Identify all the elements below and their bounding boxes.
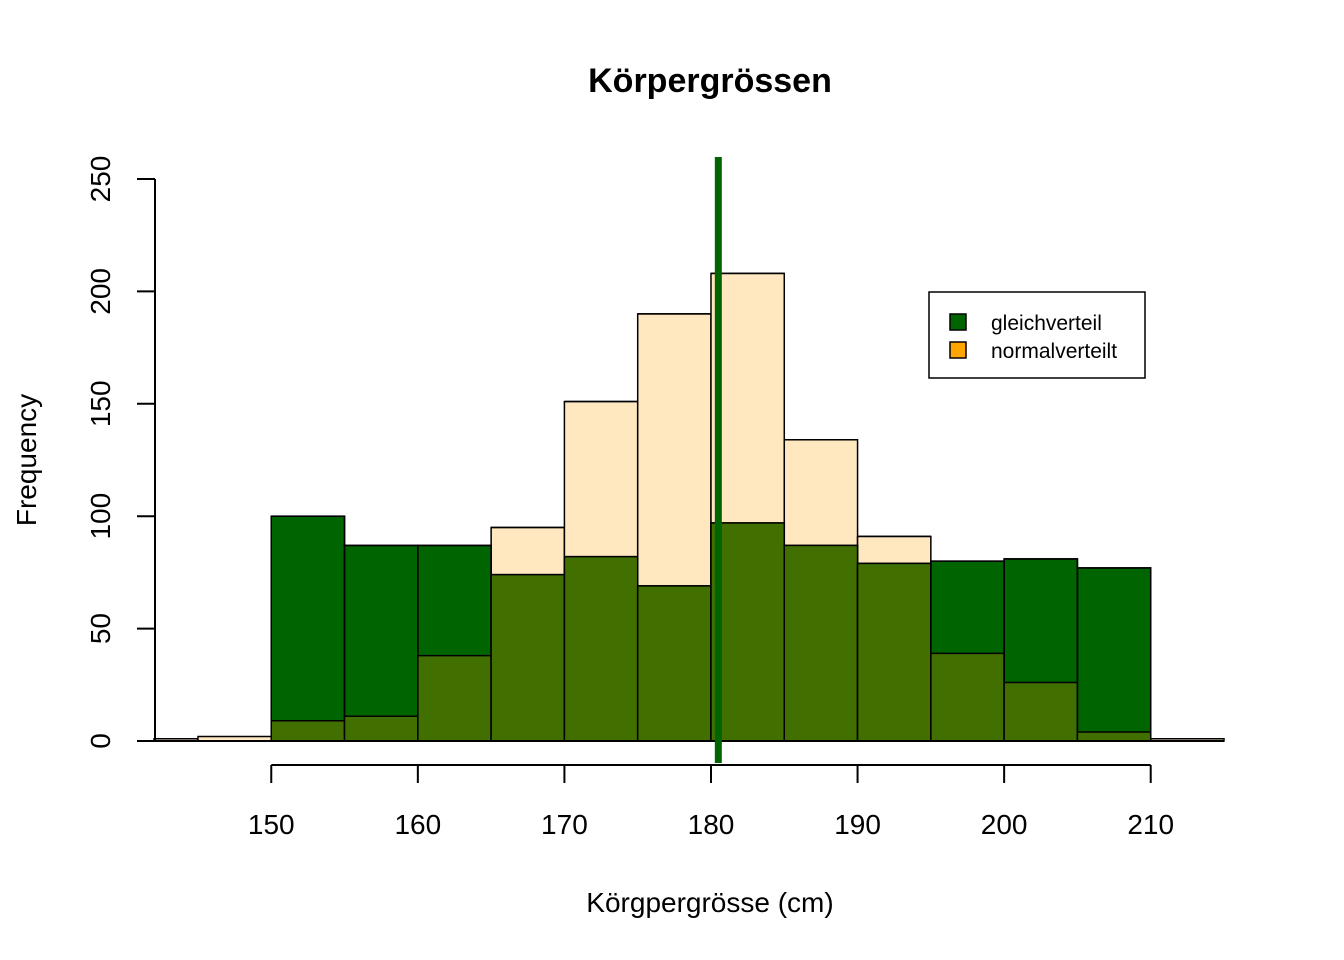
chart-title: Körpergrössen <box>588 62 832 100</box>
uniform-bar <box>270 515 346 742</box>
x-tick-label: 200 <box>981 809 1028 840</box>
y-tick-label: 0 <box>85 733 116 749</box>
y-tick-label: 100 <box>85 493 116 540</box>
y-axis-label: Frequency <box>11 394 42 526</box>
overlap-bar <box>491 574 565 741</box>
overlap-bar <box>271 720 345 741</box>
overlap-bar <box>784 545 858 741</box>
legend-swatch <box>949 341 967 359</box>
overlap-bar <box>564 556 638 741</box>
x-tick-label: 210 <box>1127 809 1174 840</box>
overlap-bar <box>930 653 1005 741</box>
x-axis-label: Körgpergrösse (cm) <box>586 887 833 918</box>
y-tick-label: 150 <box>85 380 116 427</box>
x-tick-label: 170 <box>541 809 588 840</box>
uniform-bar <box>1076 567 1152 742</box>
overlap-bar <box>637 585 711 741</box>
x-tick-label: 190 <box>834 809 881 840</box>
overlap-bar <box>710 522 785 741</box>
x-tick-label: 150 <box>248 809 295 840</box>
legend-label: gleichverteil <box>991 312 1102 335</box>
x-tick-label: 180 <box>688 809 735 840</box>
overlap-bar <box>344 716 418 741</box>
uniform-bar <box>343 544 419 742</box>
legend: gleichverteil normalverteilt <box>928 291 1146 379</box>
overlap-bar <box>857 563 931 741</box>
overlap-bar <box>1077 732 1151 741</box>
uniform-bars <box>154 272 1224 742</box>
y-tick-label: 200 <box>85 268 116 315</box>
overlap-bar <box>1004 682 1078 741</box>
legend-swatch <box>949 313 967 331</box>
y-tick-label: 250 <box>85 156 116 203</box>
legend-box <box>928 291 1146 379</box>
overlap-bar <box>417 655 492 741</box>
legend-label: normalverteilt <box>991 340 1117 363</box>
x-tick-label: 160 <box>394 809 441 840</box>
axes: 0 50 100 150 200 250 150 160 170 180 190 200 210 <box>85 156 1174 840</box>
y-tick-label: 50 <box>85 613 116 644</box>
